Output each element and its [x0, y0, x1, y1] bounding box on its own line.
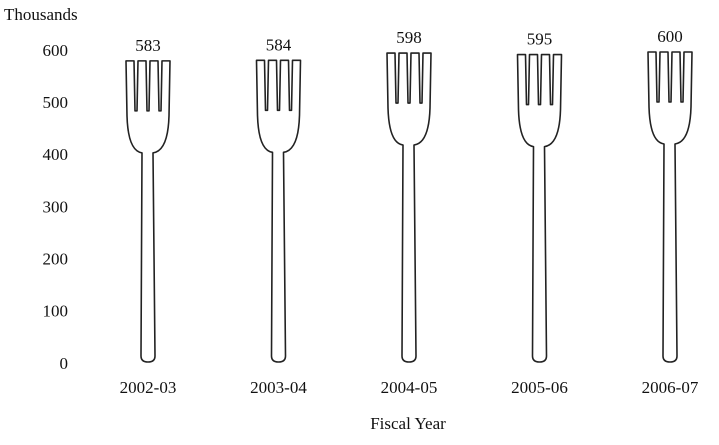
value-label: 584 [266, 35, 292, 54]
value-label: 598 [396, 28, 422, 47]
x-tick-label: 2003-04 [250, 378, 307, 397]
y-tick-label: 300 [43, 197, 69, 216]
fork-bar [518, 55, 562, 362]
chart: Thousands Fiscal Year 0 100 200 300 400 500 60… [0, 0, 719, 440]
y-tick-label: 200 [43, 250, 69, 269]
page: {"chart_data": {"type": "bar", "y_label"… [0, 0, 719, 440]
x-axis-label: Fiscal Year [370, 414, 446, 433]
y-tick-label: 0 [60, 354, 69, 373]
fork-bar [648, 52, 692, 362]
y-tick-label: 500 [43, 93, 69, 112]
y-tick-label: 600 [43, 41, 69, 60]
x-tick-label: 2004-05 [381, 378, 438, 397]
fork-bar [126, 61, 170, 362]
x-tick-label: 2005-06 [511, 378, 568, 397]
y-axis-label: Thousands [4, 5, 78, 24]
fork-bar [257, 60, 301, 362]
fork-bar [387, 53, 431, 362]
y-tick-label: 400 [43, 145, 69, 164]
value-label: 583 [135, 36, 161, 55]
y-tick-label: 100 [43, 302, 69, 321]
value-label: 595 [527, 30, 553, 49]
value-label: 600 [657, 27, 683, 46]
x-tick-label: 2002-03 [120, 378, 177, 397]
x-tick-label: 2006-07 [642, 378, 699, 397]
